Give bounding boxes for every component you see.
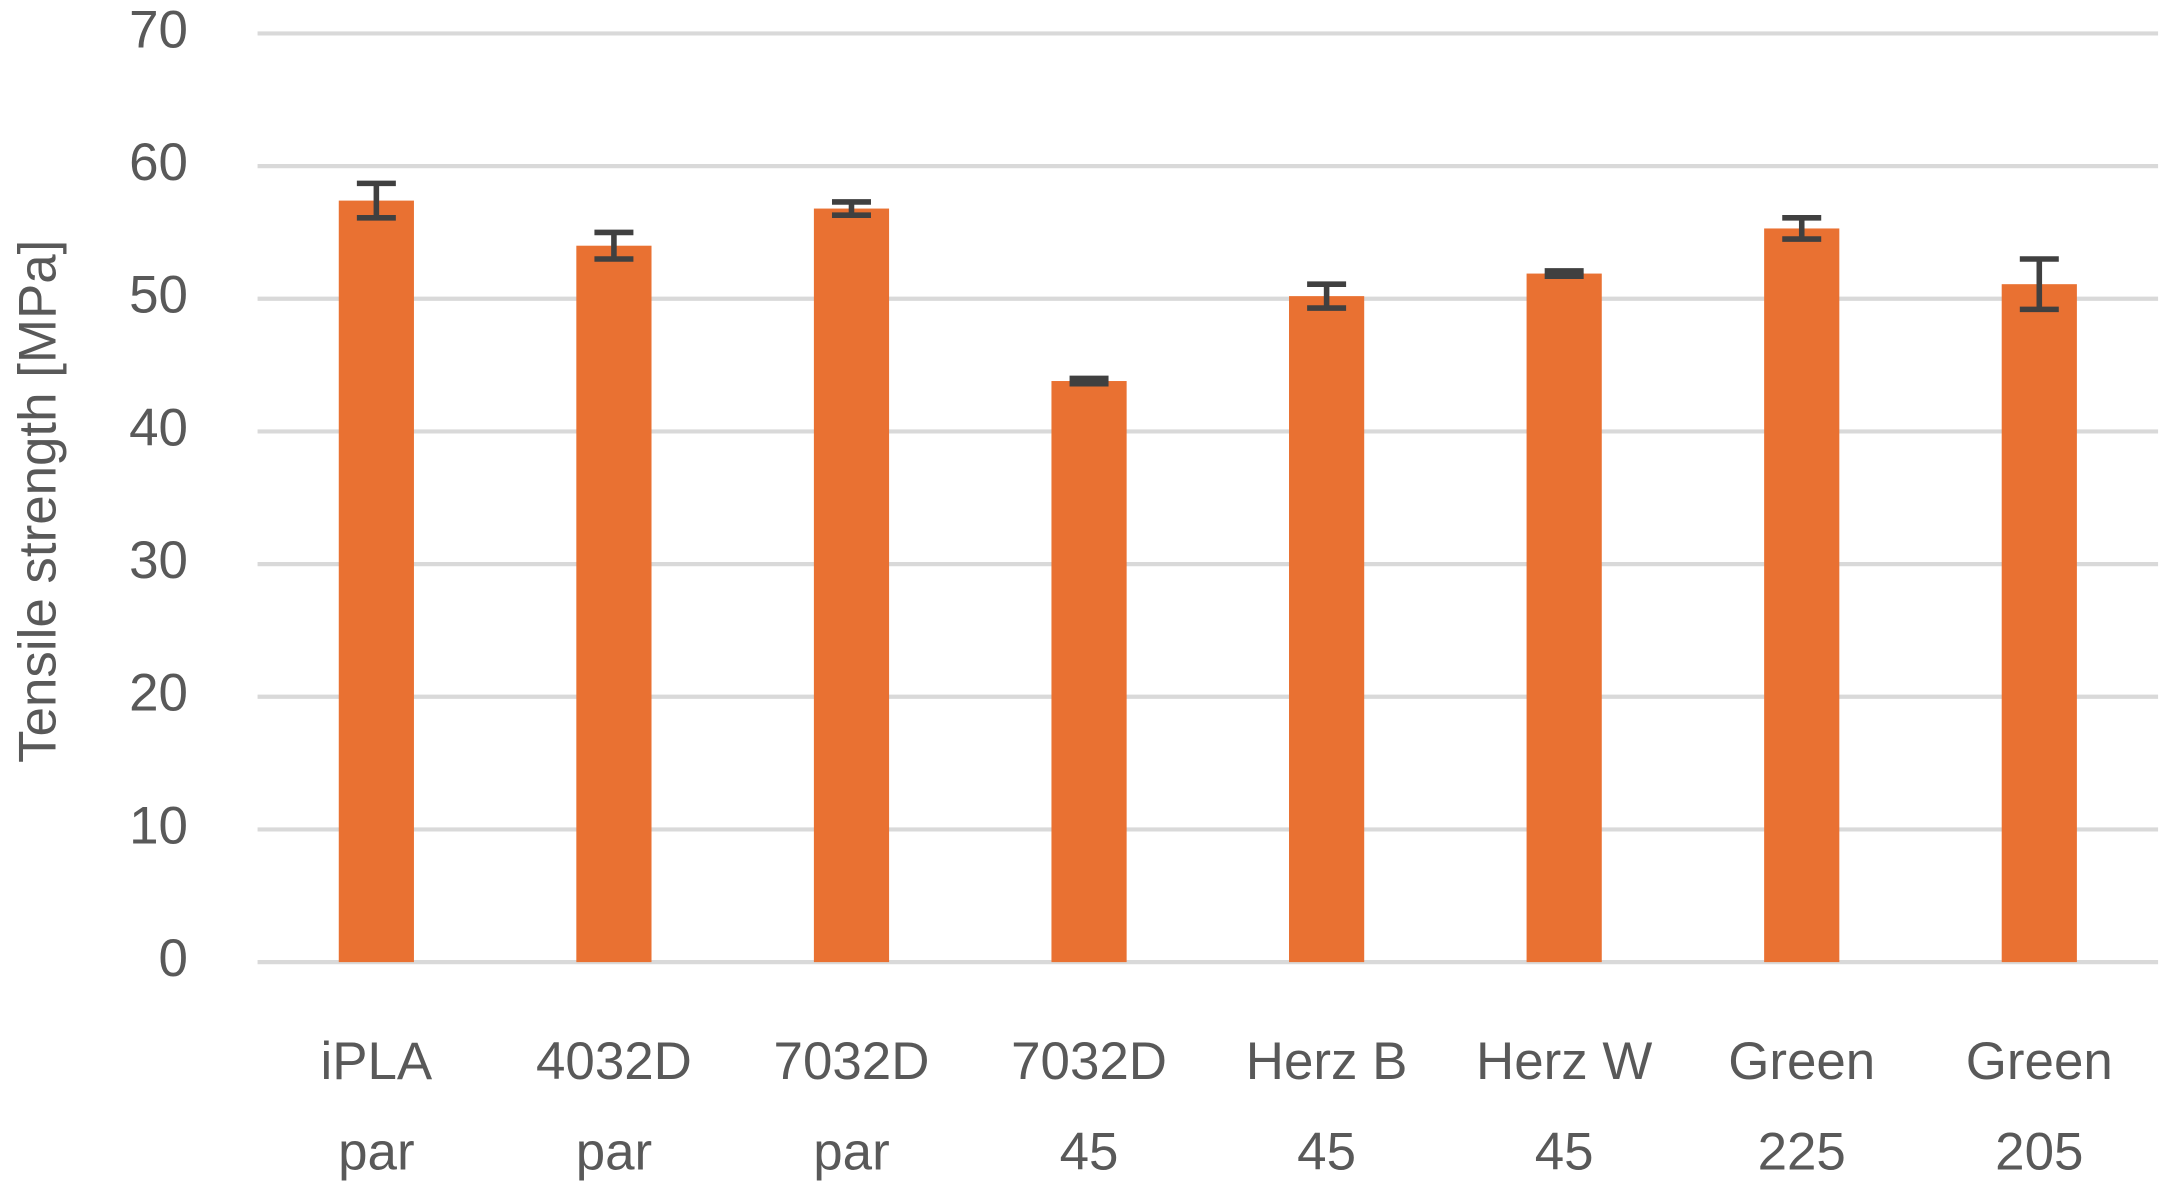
x-tick-label: par: [576, 1123, 652, 1182]
x-tick-label: 205: [1995, 1123, 2083, 1182]
y-tick-label: 30: [129, 531, 188, 590]
bar: [576, 245, 652, 963]
y-tick-label: 70: [129, 0, 188, 59]
y-tick-label: 20: [129, 664, 188, 723]
error-bar: [831, 199, 871, 218]
x-tick-label: par: [813, 1123, 889, 1182]
y-tick-label: 10: [129, 796, 188, 855]
x-tick-label: Herz W: [1476, 1032, 1652, 1091]
error-bar: [2019, 256, 2059, 313]
bar: [1051, 381, 1127, 963]
y-tick-label: 60: [129, 133, 188, 192]
y-tick-label: 40: [129, 398, 188, 457]
x-tick-label: par: [338, 1123, 414, 1182]
error-bar: [1307, 281, 1347, 311]
x-tick-label: iPLA: [320, 1032, 432, 1091]
error-bar: [594, 229, 634, 262]
bar: [2001, 284, 2077, 963]
error-bar: [1544, 268, 1584, 280]
x-tick-label: 7032D: [1011, 1032, 1167, 1091]
x-tick-label: 45: [1297, 1123, 1356, 1182]
bar: [813, 208, 890, 963]
x-tick-label: Herz B: [1246, 1032, 1408, 1091]
x-tick-label: Green: [1728, 1032, 1875, 1091]
bar: [1764, 228, 1840, 963]
y-axis-title: Tensile strength [MPa]: [9, 240, 68, 763]
x-tick-label: 45: [1535, 1123, 1594, 1182]
x-tick-label: 7032D: [774, 1032, 930, 1091]
bar: [338, 200, 414, 963]
error-bar: [1782, 215, 1822, 242]
y-tick-label: 0: [159, 929, 188, 988]
error-bar: [356, 180, 396, 221]
y-tick-label: 50: [129, 266, 188, 325]
x-tick-label: 45: [1060, 1123, 1119, 1182]
bar: [1526, 273, 1602, 963]
bar: [1289, 296, 1365, 963]
x-tick-label: 4032D: [536, 1032, 692, 1091]
x-tick-label: 225: [1758, 1123, 1846, 1182]
x-tick-label: Green: [1966, 1032, 2113, 1091]
error-bar: [1069, 375, 1109, 387]
